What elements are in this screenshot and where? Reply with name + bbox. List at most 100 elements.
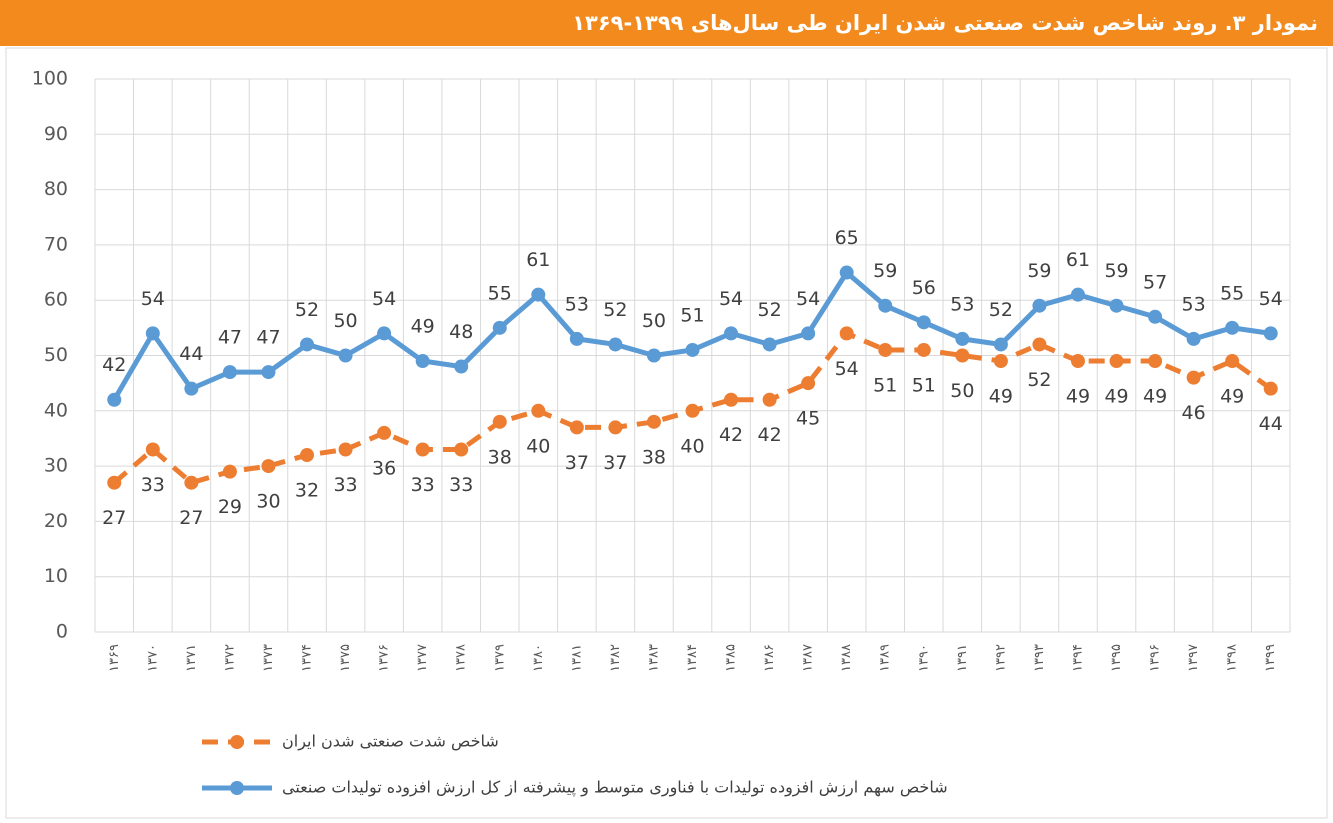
x-tick-label: ۱۳۸۲ — [608, 644, 623, 672]
data-label: 40 — [680, 435, 704, 457]
x-tick-label: ۱۳۸۱ — [569, 644, 584, 672]
data-label: 47 — [218, 327, 242, 349]
x-tick-label: ۱۳۹۹ — [1263, 644, 1278, 672]
data-point — [338, 442, 353, 457]
data-label: 42 — [719, 424, 743, 446]
data-label: 37 — [603, 452, 627, 474]
data-label: 30 — [256, 491, 280, 513]
x-tick-label: ۱۳۶۹ — [107, 644, 122, 672]
x-tick-label: ۱۳۷۳ — [261, 644, 276, 672]
data-point — [685, 403, 700, 418]
data-label: 52 — [1027, 369, 1051, 391]
chart-title: نمودار ۳. روند شاخص شدت صنعتی شدن ایران … — [572, 11, 1318, 35]
y-tick-label: 100 — [32, 68, 68, 90]
data-point — [1032, 298, 1047, 313]
data-point — [1032, 337, 1047, 352]
data-point — [801, 376, 816, 391]
data-label: 46 — [1182, 402, 1206, 424]
data-point — [1070, 354, 1085, 369]
data-label: 47 — [256, 327, 280, 349]
data-point — [569, 331, 584, 346]
data-label: 53 — [950, 293, 974, 315]
data-point — [1225, 320, 1240, 335]
data-point — [685, 342, 700, 357]
y-tick-label: 30 — [44, 455, 68, 477]
data-label: 33 — [449, 474, 473, 496]
data-label: 52 — [295, 299, 319, 321]
data-point — [1148, 309, 1163, 324]
title-bar — [0, 0, 1333, 46]
data-point — [145, 442, 160, 457]
data-point — [222, 464, 237, 479]
legend-label: شاخص شدت صنعتی شدن ایران — [282, 732, 499, 752]
data-point — [569, 420, 584, 435]
data-label: 50 — [950, 380, 974, 402]
y-tick-label: 20 — [44, 510, 68, 532]
data-point — [415, 354, 430, 369]
y-tick-label: 10 — [44, 565, 68, 587]
data-point — [1186, 370, 1201, 385]
data-label: 38 — [488, 446, 512, 468]
data-label: 29 — [218, 496, 242, 518]
data-label: 27 — [102, 507, 126, 529]
data-point — [107, 475, 122, 490]
x-tick-label: ۱۳۷۱ — [184, 644, 199, 672]
data-label: 54 — [141, 288, 165, 310]
data-point — [1263, 381, 1278, 396]
data-point — [878, 298, 893, 313]
data-point — [878, 342, 893, 357]
data-point — [261, 459, 276, 474]
x-tick-label: ۱۳۷۹ — [492, 644, 507, 672]
data-point — [107, 392, 122, 407]
data-label: 59 — [1027, 260, 1051, 282]
data-point — [145, 326, 160, 341]
x-tick-label: ۱۳۷۲ — [222, 644, 237, 672]
data-point — [1148, 354, 1163, 369]
data-label: 33 — [333, 474, 357, 496]
data-label: 33 — [141, 474, 165, 496]
data-label: 37 — [565, 452, 589, 474]
data-point — [1070, 287, 1085, 302]
data-point — [492, 414, 507, 429]
x-tick-label: ۱۳۸۹ — [878, 644, 893, 672]
data-label: 52 — [989, 299, 1013, 321]
data-label: 49 — [989, 386, 1013, 408]
x-tick-label: ۱۳۹۳ — [1032, 644, 1047, 672]
data-label: 44 — [179, 343, 203, 365]
y-tick-label: 90 — [44, 123, 68, 145]
y-tick-label: 60 — [44, 289, 68, 311]
x-tick-label: ۱۳۸۵ — [724, 644, 739, 672]
y-tick-label: 50 — [44, 344, 68, 366]
data-label: 53 — [565, 293, 589, 315]
data-label: 55 — [1220, 282, 1244, 304]
data-point — [839, 265, 854, 280]
data-point — [531, 403, 546, 418]
x-tick-label: ۱۳۷۷ — [415, 644, 430, 672]
data-label: 55 — [488, 282, 512, 304]
data-point — [801, 326, 816, 341]
y-tick-label: 40 — [44, 399, 68, 421]
data-point — [1109, 298, 1124, 313]
data-label: 32 — [295, 480, 319, 502]
data-point — [377, 425, 392, 440]
data-label: 50 — [642, 310, 666, 332]
data-label: 59 — [873, 260, 897, 282]
data-label: 49 — [411, 316, 435, 338]
data-point — [724, 392, 739, 407]
data-point — [1186, 331, 1201, 346]
data-point — [184, 381, 199, 396]
data-label: 53 — [1182, 293, 1206, 315]
data-point — [1109, 354, 1124, 369]
x-tick-label: ۱۳۹۸ — [1225, 644, 1240, 672]
data-label: 49 — [1104, 386, 1128, 408]
data-label: 56 — [912, 277, 936, 299]
data-label: 61 — [1066, 249, 1090, 271]
data-point — [531, 287, 546, 302]
data-point — [261, 365, 276, 380]
data-point — [955, 331, 970, 346]
legend-label: شاخص سهم ارزش افزوده تولیدات با فناوری م… — [282, 778, 948, 798]
data-label: 51 — [680, 304, 704, 326]
data-label: 27 — [179, 507, 203, 529]
data-label: 51 — [912, 374, 936, 396]
